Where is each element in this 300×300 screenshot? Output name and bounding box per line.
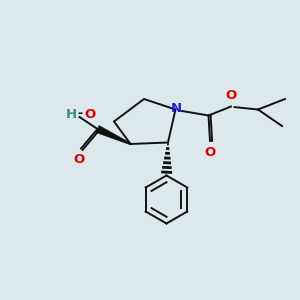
Text: O: O — [74, 153, 85, 166]
Text: N: N — [170, 101, 182, 115]
Polygon shape — [96, 125, 131, 145]
Text: H: H — [66, 107, 77, 121]
Text: O: O — [225, 89, 237, 102]
Text: O: O — [84, 107, 95, 121]
Text: -: - — [77, 107, 82, 121]
Text: O: O — [204, 146, 216, 159]
